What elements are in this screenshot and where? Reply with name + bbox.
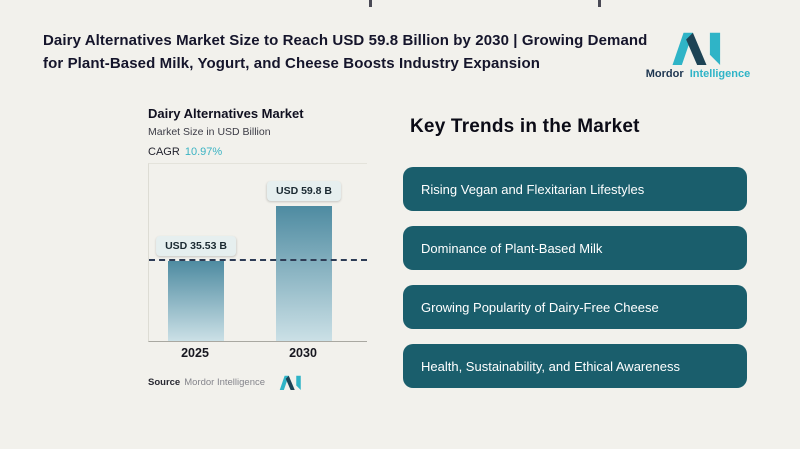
brand-name-secondary: Intelligence	[689, 68, 751, 80]
brand-logo: Mordor Intelligence	[643, 31, 753, 80]
chart-title: Dairy Alternatives Market	[148, 106, 304, 121]
headline-line-1: Dairy Alternatives Market Size to Reach …	[43, 32, 648, 49]
x-axis-label-2030: 2030	[289, 346, 317, 360]
source-line: Source Mordor Intelligence	[148, 375, 303, 390]
bar-chart: USD 35.53 B USD 59.8 B	[148, 163, 367, 342]
bar-group-2030: USD 59.8 B	[266, 164, 342, 341]
cagr-row: CAGR 10.97%	[148, 146, 222, 158]
trend-item-2: Dominance of Plant-Based Milk	[403, 226, 747, 270]
cagr-label: CAGR	[148, 146, 180, 158]
trend-item-4: Health, Sustainability, and Ethical Awar…	[403, 344, 747, 388]
headline-line-2: for Plant-Based Milk, Yogurt, and Cheese…	[43, 54, 540, 72]
bar-value-label-2030: USD 59.8 B	[266, 181, 342, 201]
tick-mark	[369, 0, 372, 7]
bar-value-label-2025: USD 35.53 B	[156, 236, 236, 256]
x-axis-label-2025: 2025	[181, 346, 209, 360]
trend-item-3: Growing Popularity of Dairy-Free Cheese	[403, 285, 747, 329]
trend-item-1: Rising Vegan and Flexitarian Lifestyles	[403, 167, 747, 211]
key-trends-heading: Key Trends in the Market	[410, 116, 640, 137]
headline: Dairy Alternatives Market Size to Reach …	[43, 30, 647, 75]
source-value: Mordor Intelligence	[184, 377, 266, 388]
bar-2025	[168, 261, 224, 341]
brand-name: Mordor Intelligence	[643, 68, 753, 80]
bar-group-2025: USD 35.53 B	[156, 164, 236, 341]
bar-2030	[276, 206, 332, 341]
source-label: Source	[148, 377, 181, 388]
cagr-value: 10.97%	[184, 146, 223, 158]
mordor-logo-small-icon	[279, 375, 301, 390]
comparison-dashed-line	[149, 259, 367, 261]
chart-subtitle: Market Size in USD Billion	[148, 126, 271, 138]
brand-name-primary: Mordor	[645, 68, 684, 80]
tick-mark	[598, 0, 601, 7]
mordor-logo-icon	[672, 32, 721, 65]
